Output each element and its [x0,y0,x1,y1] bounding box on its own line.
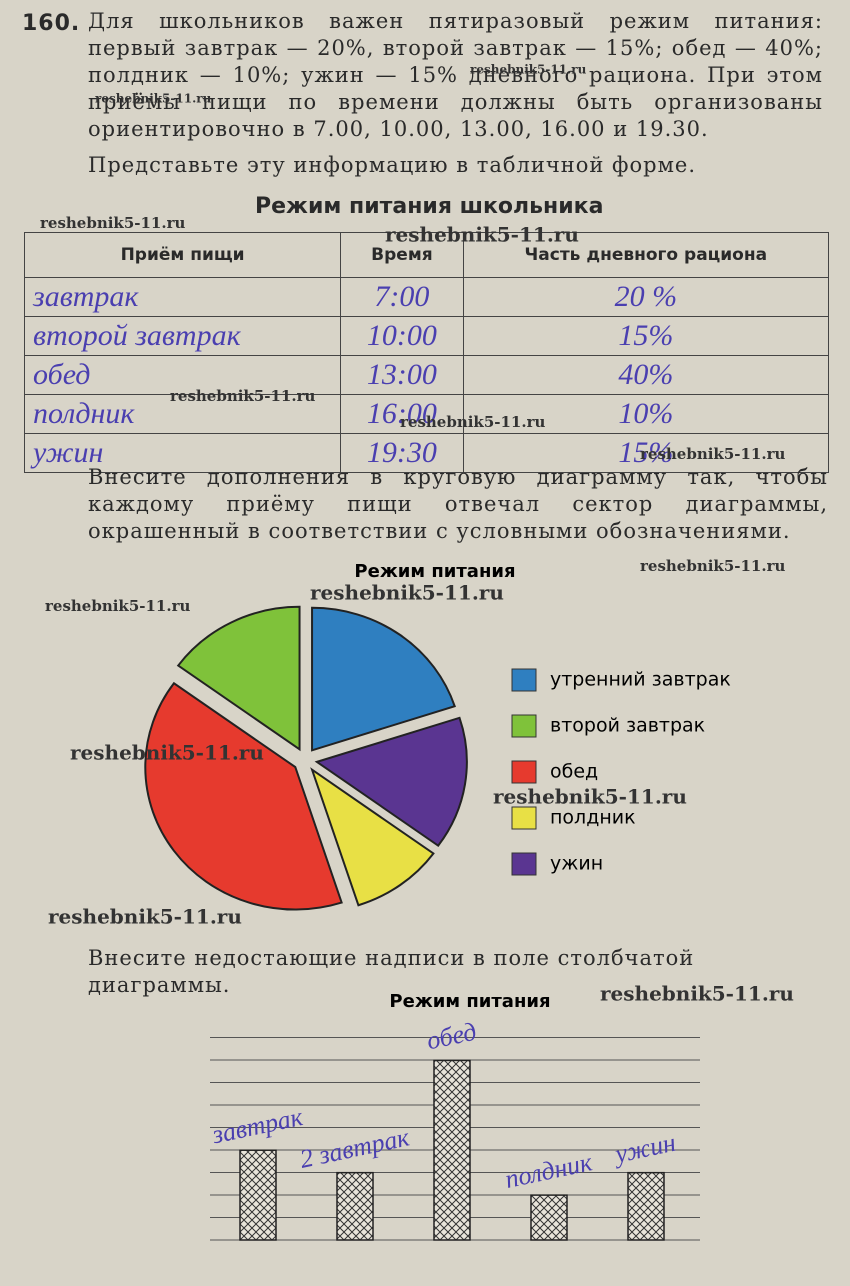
pie-task: Внесите дополнения в круговую диаграмму … [88,465,828,543]
table-header: Приём пищи Время Часть дневного рациона [23,232,830,278]
bar [433,1059,471,1241]
table-cell: 13:00 [340,355,464,395]
bar-title: Режим питания [389,991,550,1012]
pie-title: Режим питания [354,561,515,582]
bar-label: полдник [502,1147,595,1194]
table-row: обед 13:00 40% [23,355,830,395]
watermark: reshebnik5-11.ru [70,741,264,765]
watermark: reshebnik5-11.ru [640,557,785,575]
table: Приём пищи Время Часть дневного рациона за… [23,232,830,473]
legend-label: полдник [550,807,636,829]
problem-task: Представьте эту информацию в табличной ф… [88,153,697,177]
legend-swatch [511,852,537,876]
problem-text: Для школьников важен пятиразовый режим п… [88,9,823,141]
bar-task: Внесите недостающие надписи в поле столб… [88,946,695,997]
watermark: reshebnik5-11.ru [48,905,242,929]
table-cell: 16:00 [340,394,464,434]
legend-label: обед [550,761,598,783]
problem-number: 160. [22,11,81,36]
table-cell: 40% [462,355,830,395]
table-row: второй завтрак 10:00 15% [23,316,830,356]
legend-swatch [511,760,537,784]
pie-slice [176,605,301,752]
table-cell: 10:00 [340,316,464,356]
bar [239,1149,277,1241]
watermark: reshebnik5-11.ru [400,413,545,431]
table-cell: 7:00 [340,277,464,317]
pie-slice [311,606,456,752]
table-body: завтрак 7:00 20 % второй завтрак 10:00 15% обе… [23,277,830,473]
bar-label: ужин [610,1128,679,1170]
bar [336,1171,374,1241]
bar [627,1171,665,1241]
bar-label: обед [424,1017,479,1056]
bar-label: завтрак [209,1102,306,1150]
table-cell: 20 % [462,277,830,317]
table-cell: 15% [462,316,830,356]
table-cell: обед [23,355,342,395]
watermark: reshebnik5-11.ru [40,214,185,232]
watermark: reshebnik5-11.ru [45,597,190,615]
watermark: reshebnik5-11.ru [170,387,315,405]
legend-swatch [511,714,537,738]
table-cell: 19:30 [340,433,464,473]
table-cell: завтрак [23,277,342,317]
watermark: reshebnik5-11.ru [310,581,504,605]
table-cell: 15% [462,433,830,473]
table-header-cell: Приём пищи [23,232,342,278]
table-row: ужин 19:30 15% [23,433,830,473]
watermark: reshebnik5-11.ru [470,63,587,77]
table-cell: ужин [23,433,342,473]
pie-slice [144,681,343,911]
table-header-cell: Время [340,232,464,278]
legend-label: второй завтрак [550,715,705,737]
table-title: Режим питания школьника [255,194,604,219]
legend-label: утренний завтрак [550,669,731,691]
table-row: завтрак 7:00 20 % [23,277,830,317]
watermark: reshebnik5-11.ru [640,445,785,463]
pie-slice [310,767,435,907]
watermark: reshebnik5-11.ru [493,785,687,809]
watermark: reshebnik5-11.ru [385,223,579,247]
bar [530,1194,568,1241]
table-header-cell: Часть дневного рациона [462,232,830,278]
watermark: reshebnik5-11.ru [95,92,212,106]
legend-label: ужин [550,853,603,875]
pie-slice [314,716,468,848]
watermark: reshebnik5-11.ru [600,982,794,1006]
legend-swatch [511,806,537,830]
legend-swatch [511,668,537,692]
bar-label: 2 завтрак [297,1122,412,1174]
